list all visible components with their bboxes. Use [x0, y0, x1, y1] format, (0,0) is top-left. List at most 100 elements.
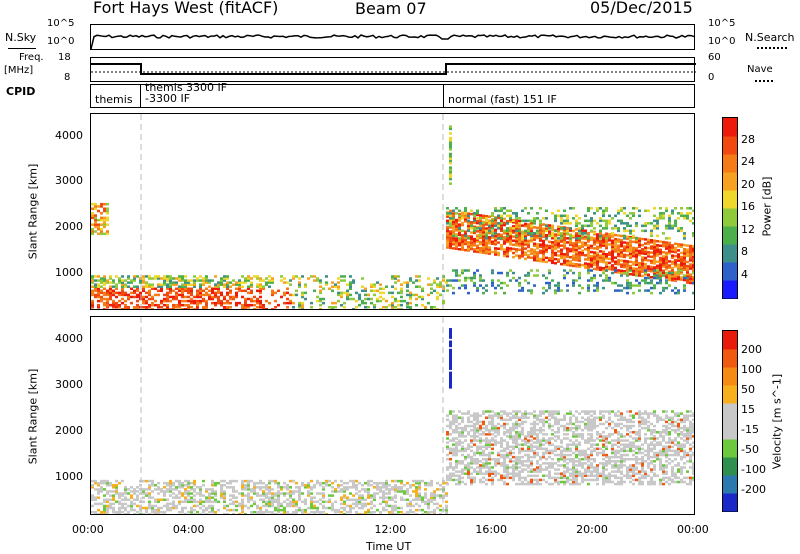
power-cell: [220, 277, 223, 280]
power-cell: [157, 293, 160, 297]
velocity-cell: [295, 481, 298, 485]
velocity-cell: [283, 513, 286, 514]
power-cell: [271, 291, 274, 295]
power-cell: [415, 285, 418, 288]
power-cell: [172, 281, 175, 284]
power-cell: [409, 277, 412, 280]
power-cell: [452, 269, 455, 272]
power-cell: [497, 233, 500, 236]
power-cell: [656, 264, 659, 268]
velocity-cell: [575, 455, 578, 459]
power-cell: [566, 226, 569, 230]
velocity-cell: [446, 474, 449, 478]
power-cell: [641, 274, 644, 278]
power-cell: [199, 301, 202, 305]
power-cell: [539, 222, 542, 225]
velocity-cell: [572, 441, 575, 444]
power-cell: [629, 229, 632, 233]
velocity-cell: [121, 494, 124, 497]
velocity-cell: [385, 508, 388, 512]
velocity-cell: [455, 447, 458, 451]
velocity-cell: [139, 483, 142, 487]
power-cell: [304, 297, 307, 301]
velocity-cell: [211, 510, 214, 514]
velocity-cell: [575, 424, 578, 428]
velocity-cell: [458, 416, 461, 419]
velocity-cell: [497, 457, 500, 461]
power-cell: [262, 305, 265, 309]
power-cell: [286, 287, 289, 291]
velocity-cell: [542, 478, 545, 482]
power-cell: [301, 291, 304, 295]
velocity-cell: [563, 460, 566, 463]
power-cell: [668, 271, 671, 275]
power-cell: [452, 243, 455, 246]
velocity-cell: [391, 488, 394, 491]
velocity-cell: [430, 500, 433, 504]
velocity-cell: [455, 449, 458, 453]
power-cell: [605, 269, 608, 272]
power-cell: [542, 231, 545, 235]
power-cell: [178, 305, 181, 309]
velocity-cell: [385, 481, 388, 485]
power-cell: [376, 297, 379, 301]
power-cell: [620, 253, 623, 256]
velocity-cell: [476, 426, 479, 430]
velocity-cell: [500, 464, 503, 467]
power-cell: [319, 303, 322, 307]
velocity-cell: [449, 439, 452, 442]
velocity-cell: [298, 488, 301, 491]
velocity-cell: [175, 486, 178, 489]
power-cell: [686, 252, 689, 256]
velocity-cell: [178, 490, 181, 493]
power-cell: [488, 242, 491, 245]
power-cell: [626, 281, 629, 285]
power-cell: [91, 301, 94, 305]
velocity-cell: [262, 500, 265, 504]
power-cell: [626, 262, 629, 265]
velocity-cell: [163, 481, 166, 485]
velocity-cell: [253, 486, 256, 489]
power-cell: [479, 242, 482, 246]
power-cell: [145, 308, 148, 309]
power-cell: [587, 258, 590, 262]
power-cell: [680, 245, 683, 249]
power-cell: [256, 275, 259, 278]
power-cell: [527, 271, 530, 275]
velocity-cell: [151, 490, 154, 493]
power-cell: [644, 262, 647, 266]
power-cell: [388, 303, 391, 307]
velocity-cell: [587, 424, 590, 428]
power-cell: [578, 237, 581, 240]
power-cell: [623, 229, 626, 233]
power-cell: [178, 289, 181, 293]
velocity-cell: [533, 441, 536, 444]
velocity-cell: [572, 480, 575, 484]
power-cell: [121, 283, 124, 286]
velocity-cell: [494, 470, 497, 473]
power-cell: [599, 229, 602, 233]
velocity-cell: [500, 453, 503, 457]
velocity-cell: [208, 488, 211, 491]
power-cell: [449, 139, 452, 142]
power-cell: [271, 293, 274, 297]
velocity-cell: [596, 424, 599, 428]
velocity-cell: [352, 481, 355, 485]
power-cell: [596, 268, 599, 271]
power-cell: [656, 239, 659, 243]
power-cell: [662, 212, 665, 215]
velocity-cell: [196, 504, 199, 508]
velocity-cell: [560, 451, 563, 455]
power-cell: [406, 285, 409, 288]
velocity-cell: [358, 513, 361, 514]
velocity-cell: [106, 483, 109, 487]
power-cell: [584, 258, 587, 261]
power-cell: [259, 305, 262, 309]
power-cell: [515, 231, 518, 235]
velocity-cell: [250, 488, 253, 491]
velocity-cell: [187, 490, 190, 493]
velocity-cell: [91, 494, 94, 497]
power-cell: [566, 247, 569, 250]
power-cell: [485, 245, 488, 249]
power-cell: [235, 301, 238, 305]
